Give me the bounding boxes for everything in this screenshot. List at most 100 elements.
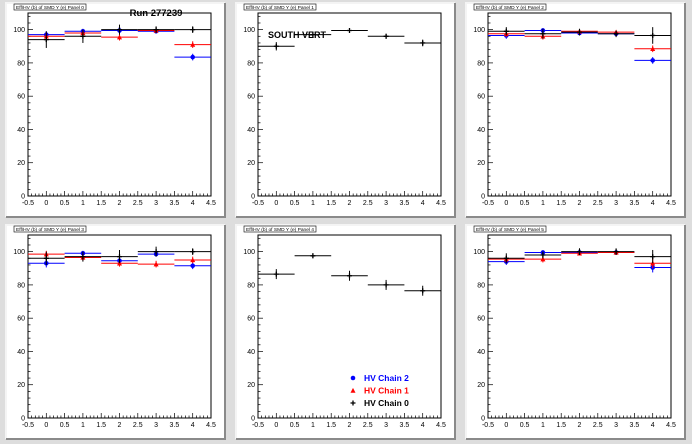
x-tick-label: 3.5 (170, 200, 180, 207)
data-point (383, 33, 389, 39)
x-tick-label: 3.5 (400, 200, 410, 207)
series-2 (28, 246, 211, 265)
y-tick-label: 80 (477, 282, 485, 289)
x-tick-label: 0 (44, 422, 48, 429)
x-tick-label: 4 (421, 422, 425, 429)
pad-bevel-light (5, 224, 225, 439)
y-tick-label: 80 (17, 60, 25, 67)
x-tick-label: 4 (421, 200, 425, 207)
data-point (540, 252, 546, 258)
y-tick-label: 80 (247, 282, 255, 289)
y-tick-label: 0 (21, 194, 25, 201)
x-tick-label: 1.5 (326, 422, 336, 429)
series-2 (488, 27, 671, 44)
y-tick-label: 80 (17, 282, 25, 289)
x-tick-label: 4.5 (436, 200, 446, 207)
x-tick-label: 1.5 (556, 200, 566, 207)
data-point (273, 43, 279, 49)
data-point (80, 33, 86, 39)
data-point (420, 288, 426, 294)
y-tick-label: 20 (247, 382, 255, 389)
y-tick-label: 40 (17, 349, 25, 356)
title-tab-box (13, 3, 87, 11)
title-tab-label: Eff/HV (b) of SMD Y (e) Panel 3 (16, 227, 85, 232)
y-tick-label: 20 (477, 382, 485, 389)
pad-background (236, 225, 455, 439)
y-tick-label: 40 (477, 127, 485, 134)
y-tick-label: 60 (477, 94, 485, 101)
data-point (613, 31, 619, 37)
pad-background (236, 3, 455, 217)
pad-bevel-light (465, 2, 685, 217)
x-tick-label: 0 (504, 422, 508, 429)
y-tick-label: 0 (481, 194, 485, 201)
x-tick-label: 3 (614, 422, 618, 429)
series-0 (258, 253, 441, 296)
x-tick-label: 4.5 (666, 200, 676, 207)
y-tick-label: 60 (17, 316, 25, 323)
x-tick-label: 0 (44, 200, 48, 207)
y-tick-label: 80 (247, 60, 255, 67)
x-tick-label: 4 (191, 200, 195, 207)
y-tick-label: 60 (17, 94, 25, 101)
x-tick-label: 0.5 (290, 200, 300, 207)
x-tick-label: 0.5 (60, 200, 70, 207)
x-tick-label: 0.5 (520, 422, 530, 429)
x-tick-label: 0 (274, 422, 278, 429)
x-tick-label: 3 (154, 200, 158, 207)
x-tick-label: 2.5 (593, 200, 603, 207)
x-tick-label: 2 (118, 200, 122, 207)
x-tick-label: 1 (311, 422, 315, 429)
panel-label: SOUTH VERT (268, 30, 327, 40)
y-tick-label: 40 (247, 349, 255, 356)
y-tick-label: 20 (17, 382, 25, 389)
x-tick-label: 0 (504, 200, 508, 207)
x-tick-label: 1.5 (96, 200, 106, 207)
data-point (420, 40, 426, 46)
x-tick-label: 1.5 (326, 200, 336, 207)
pad-bevel-light (235, 2, 455, 217)
x-tick-label: 3 (384, 200, 388, 207)
series-0 (258, 27, 441, 51)
legend-entry-label: HV Chain 2 (364, 373, 409, 383)
y-tick-label: 40 (17, 127, 25, 134)
pad-bevel-dark (6, 3, 226, 218)
series-2 (28, 24, 211, 48)
y-tick-label: 0 (251, 194, 255, 201)
x-tick-label: -0.5 (252, 200, 264, 207)
x-tick-label: 1.5 (556, 422, 566, 429)
x-tick-label: 2.5 (363, 422, 373, 429)
x-tick-label: 2.5 (133, 200, 143, 207)
data-point (117, 254, 122, 260)
data-point (310, 253, 316, 259)
x-tick-label: 4.5 (436, 422, 446, 429)
x-tick-label: 3.5 (630, 200, 640, 207)
x-tick-label: 2 (578, 200, 582, 207)
data-point (190, 257, 196, 263)
data-point (190, 263, 195, 269)
x-tick-label: 3 (614, 200, 618, 207)
x-tick-label: 4.5 (206, 422, 216, 429)
y-tick-label: 100 (243, 249, 255, 256)
y-tick-label: 80 (477, 60, 485, 67)
legend-marker (350, 387, 356, 393)
y-tick-label: 20 (247, 160, 255, 167)
x-tick-label: 4 (651, 422, 655, 429)
y-tick-label: 40 (477, 349, 485, 356)
data-point (540, 31, 546, 37)
x-tick-label: -0.5 (22, 200, 34, 207)
pad-bevel-light (465, 224, 685, 439)
x-tick-label: 1 (541, 422, 545, 429)
data-point (153, 261, 159, 267)
title-tab-label: Eff/HV (b) of SMD Y (e) Panel 5 (476, 227, 545, 232)
data-point (80, 254, 86, 260)
y-tick-label: 20 (17, 160, 25, 167)
data-point (503, 28, 509, 34)
pad-bevel-dark (466, 225, 686, 440)
y-tick-label: 100 (243, 27, 255, 34)
chart-panel-5: Eff/HV (b) of SMD Y (e) Panel 5020406080… (465, 224, 686, 440)
y-tick-label: 100 (13, 27, 25, 34)
pad-background (466, 225, 685, 439)
data-point (117, 27, 122, 33)
